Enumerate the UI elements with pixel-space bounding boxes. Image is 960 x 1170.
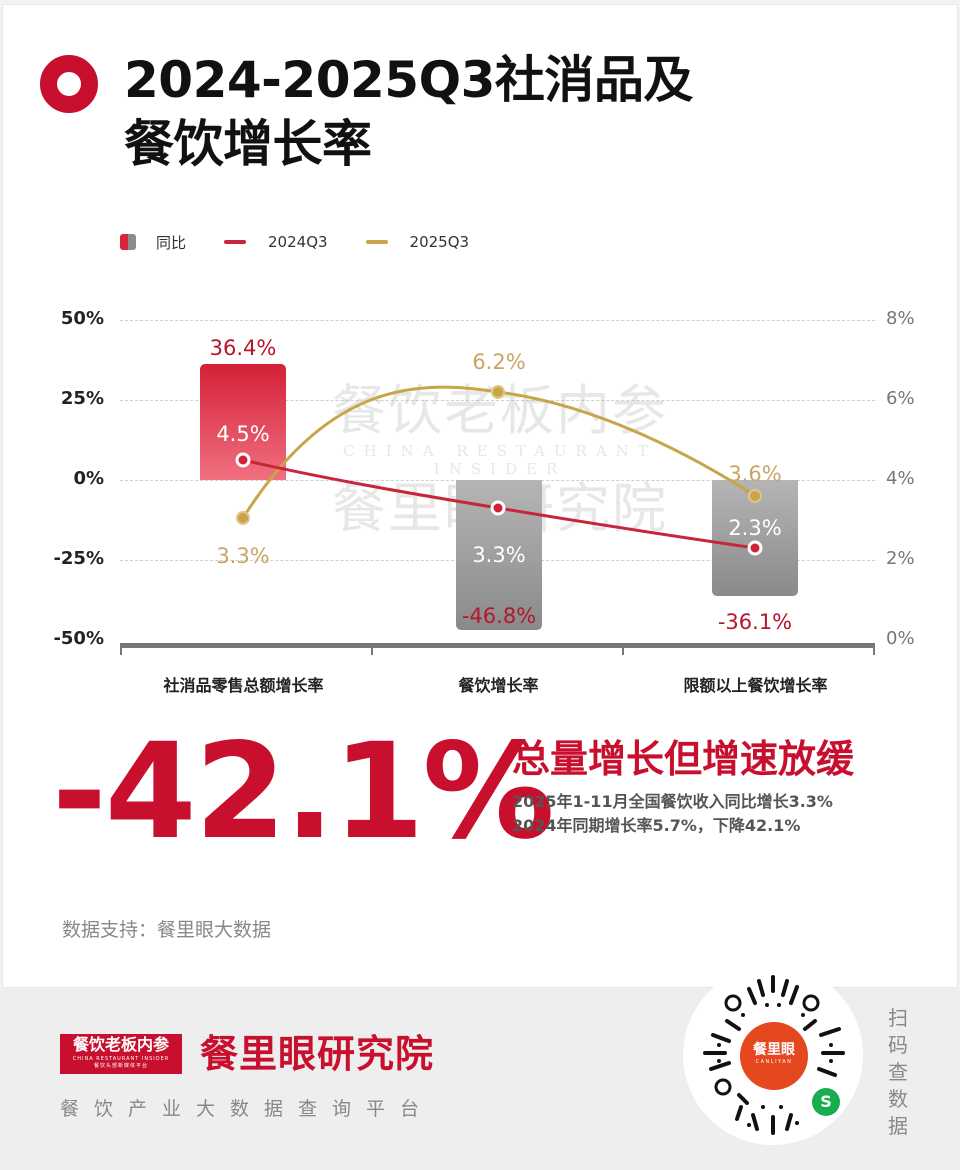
scan-prompt: 扫 码 查 数 据 [888, 1006, 908, 1138]
x-axis-tick [371, 643, 373, 655]
y-right-tick: 8% [886, 308, 915, 329]
y-right-tick: 2% [886, 548, 915, 569]
x-axis-tick [873, 643, 875, 655]
data-source: 数据支持：餐里眼大数据 [62, 919, 272, 941]
bar-swatch-icon [120, 234, 136, 250]
chart-legend: 同比 2024Q3 2025Q3 [120, 230, 507, 254]
title-line-2: 餐饮增长率 [124, 115, 372, 173]
line-swatch-gold-icon [365, 240, 388, 244]
y-right-tick: 0% [886, 628, 915, 649]
point-2024q3 [747, 540, 763, 556]
gridline [120, 320, 875, 321]
combo-chart: 50% 25% 0% -25% -50% 8% 6% 4% 2% 0% 餐饮老板… [0, 290, 960, 710]
y-left-tick: 0% [73, 468, 104, 489]
line-swatch-red-icon [224, 240, 247, 244]
y-left-tick: -50% [53, 628, 104, 649]
gridline [120, 400, 875, 401]
x-label: 限额以上餐饮增长率 [683, 676, 828, 695]
line-series [235, 385, 763, 556]
legend-item-2025q3: 2025Q3 [365, 233, 469, 251]
brand-name: 餐里眼研究院 [200, 1031, 435, 1076]
qr-center-logo: 餐里眼 CANLIYAN [740, 1022, 808, 1090]
point-2024q3 [490, 500, 506, 516]
page-title: 2024-2025Q3社消品及 餐饮增长率 [124, 48, 824, 176]
legend-item-yoy: 同比 [120, 232, 186, 253]
label-2025q3: 6.2% [472, 350, 526, 374]
label-2024q3: 4.5% [216, 422, 270, 446]
qr-pattern-icon [703, 975, 845, 1135]
description: 2025年1-11月全国餐饮收入同比增长3.3% 2024年同期增长率5.7%，… [512, 792, 833, 835]
label-2025q3: 3.6% [728, 462, 782, 486]
label-yoy: -36.1% [717, 610, 793, 634]
y-left-tick: 50% [60, 308, 104, 329]
title-ring-icon [40, 55, 98, 113]
point-2025q3 [236, 511, 250, 525]
point-2025q3 [491, 385, 505, 399]
x-label: 餐饮增长率 [458, 676, 539, 695]
point-2024q3 [235, 452, 251, 468]
x-axis-tick [120, 643, 122, 655]
x-label: 社消品零售总额增长率 [163, 676, 324, 695]
big-number: -42.1% [52, 715, 555, 869]
label-2024q3: 3.3% [472, 543, 526, 567]
point-2025q3 [748, 489, 762, 503]
headline: 总量增长但增速放缓 [512, 737, 855, 781]
mini-program-icon: S [812, 1088, 840, 1116]
y-left-tick: 25% [60, 388, 104, 409]
x-axis-tick [622, 643, 624, 655]
y-left-tick: -25% [53, 548, 104, 569]
label-2024q3: 2.3% [728, 516, 782, 540]
title-line-1: 2024-2025Q3社消品及 [124, 51, 693, 109]
label-yoy: 36.4% [209, 336, 277, 360]
label-2025q3: 3.3% [216, 544, 270, 568]
legend-item-2024q3: 2024Q3 [224, 233, 328, 251]
label-yoy: -46.8% [461, 604, 537, 628]
y-right-tick: 4% [886, 468, 915, 489]
tagline: 餐饮产业大数据查询平台 [60, 1098, 435, 1120]
logo: 餐饮老板内参 CHINA RESTAURANT INSIDER 餐饮头部新媒体平… [60, 1034, 182, 1074]
x-axis [120, 643, 875, 648]
y-right-tick: 6% [886, 388, 915, 409]
